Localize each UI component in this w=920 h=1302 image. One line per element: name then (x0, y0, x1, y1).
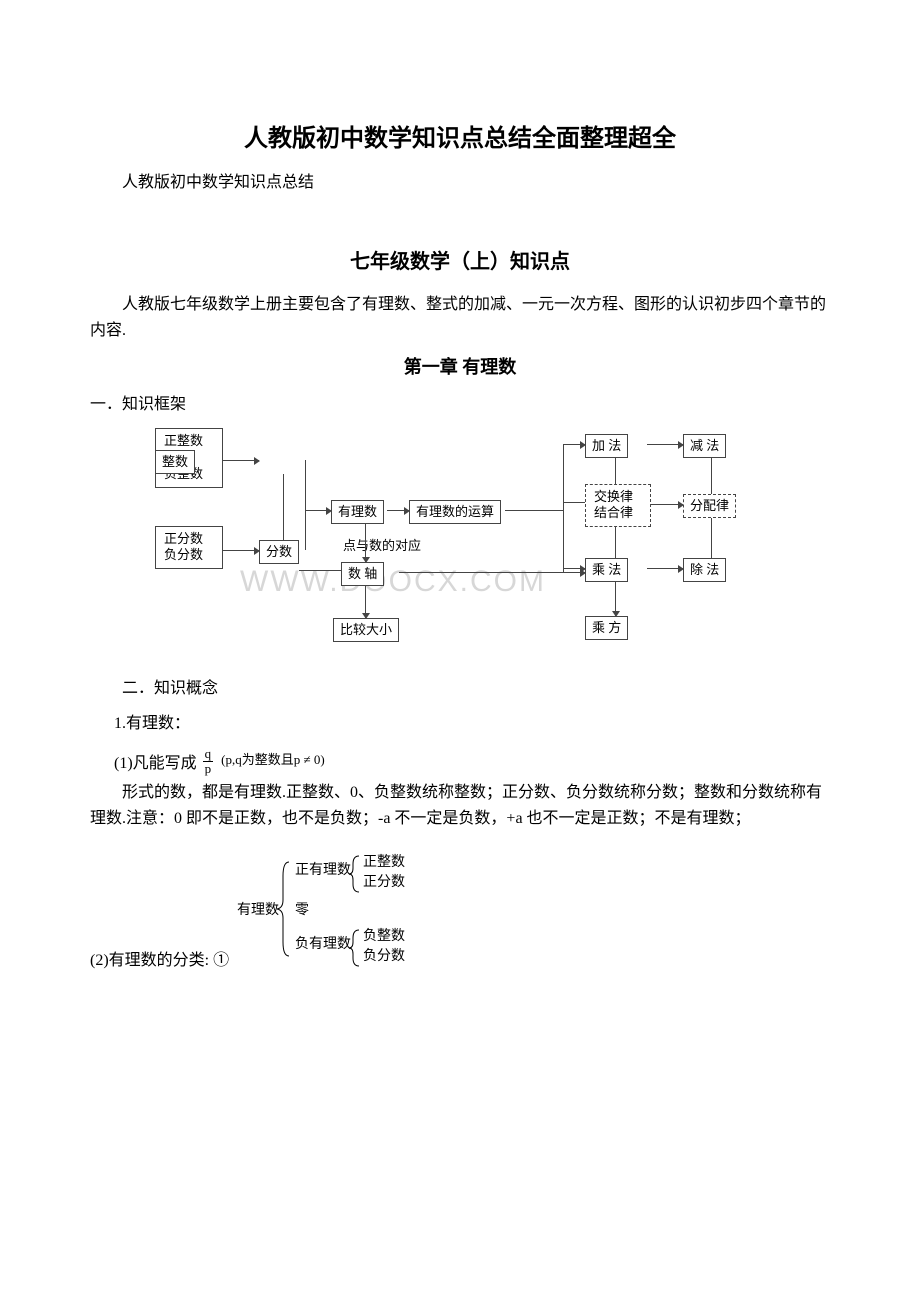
node-power: 乘 方 (585, 616, 628, 641)
fraction-qp: q p (203, 747, 214, 777)
node-subtraction: 减 法 (683, 434, 726, 459)
node-rational: 有理数 (331, 500, 384, 525)
node-divide: 除 法 (683, 558, 726, 583)
node-compare: 比较大小 (333, 618, 399, 643)
svg-text:负有理数: 负有理数 (295, 936, 351, 952)
form-paragraph: 形式的数，都是有理数.正整数、0、负整数统称整数；正分数、负分数统称分数；整数和… (90, 780, 830, 831)
classification-lead: (2)有理数的分类: ① (90, 948, 229, 974)
node-laws: 交换律结合律 (585, 484, 651, 528)
item-1-heading: 1.有理数： (90, 711, 830, 737)
section-title: 七年级数学（上）知识点 (90, 246, 830, 278)
svg-text:零: 零 (295, 902, 309, 918)
formula-line: (1)凡能写成 q p (p,q为整数且p ≠ 0) (114, 747, 830, 777)
svg-text:有理数: 有理数 (237, 902, 279, 918)
intro-paragraph: 人教版七年级数学上册主要包含了有理数、整式的加减、一元一次方程、图形的认识初步四… (90, 292, 830, 343)
formula-lead: (1)凡能写成 (114, 751, 197, 777)
fraction-denominator: p (203, 762, 214, 776)
chapter-title: 第一章 有理数 (90, 353, 830, 382)
main-title: 人教版初中数学知识点总结全面整理超全 (90, 120, 830, 158)
node-addition: 加 法 (585, 434, 628, 459)
svg-text:负分数: 负分数 (363, 948, 405, 964)
formula-condition: (p,q为整数且p ≠ 0) (221, 750, 325, 771)
label-point-correspondence: 点与数的对应 (343, 536, 421, 557)
knowledge-diagram: WWW.DOOCX.COM 正整数0负整数 正分数负分数 整数 分数 有理数 有… (90, 428, 830, 658)
svg-text:正分数: 正分数 (363, 874, 405, 890)
node-multiply: 乘 法 (585, 558, 628, 583)
classification-tree: 有理数 正有理数 正整数 正分数 零 负有理数 负整数 负分数 (237, 844, 537, 974)
node-distributive: 分配律 (683, 494, 736, 519)
fraction-numerator: q (203, 747, 214, 762)
svg-text:正整数: 正整数 (363, 854, 405, 870)
node-rational-ops: 有理数的运算 (409, 500, 501, 525)
classification-row: (2)有理数的分类: ① 有理数 正有理数 正整数 正分数 零 负有理数 负整数… (90, 844, 830, 974)
heading-framework: 一．知识框架 (90, 392, 830, 418)
svg-text:负整数: 负整数 (363, 928, 405, 944)
subtitle-text: 人教版初中数学知识点总结 (90, 170, 830, 196)
svg-text:正有理数: 正有理数 (295, 862, 351, 878)
watermark-text: WWW.DOOCX.COM (240, 558, 546, 606)
node-fractions-set: 正分数负分数 (155, 526, 223, 570)
node-fraction: 分数 (259, 540, 299, 565)
node-integer: 整数 (155, 450, 195, 475)
heading-concepts: 二．知识概念 (90, 676, 830, 702)
node-number-line: 数 轴 (341, 562, 384, 587)
